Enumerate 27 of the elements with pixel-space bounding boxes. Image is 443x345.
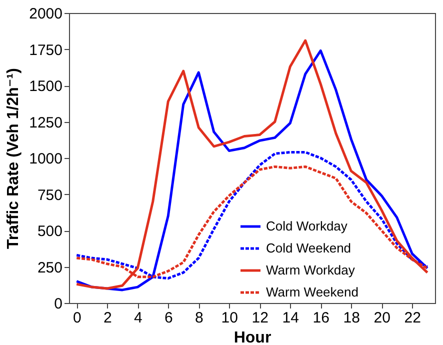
legend-label: Warm Weekend (266, 284, 358, 300)
y-tick-label: 1000 (29, 150, 62, 168)
y-tick-label: 2000 (29, 6, 62, 22)
x-tick-label: 18 (343, 310, 360, 326)
y-tick-label: 0 (54, 296, 62, 312)
x-tick-label: 20 (374, 310, 390, 326)
y-tick-label: 750 (37, 186, 62, 204)
x-tick-label: 4 (134, 310, 142, 326)
x-tick-label: 14 (282, 310, 299, 326)
y-tick-label: 1750 (29, 42, 62, 59)
x-axis-title: Hour (234, 330, 272, 345)
y-axis-title: Traffic Rate (Veh 1/2h⁻¹) (5, 68, 22, 249)
y-tick-label: 1500 (29, 78, 62, 95)
y-tick-label: 500 (37, 223, 62, 240)
x-tick-label: 16 (312, 310, 330, 326)
x-tick-label: 22 (404, 310, 421, 326)
y-tick-label: 250 (37, 259, 62, 276)
x-tick-label: 8 (194, 310, 204, 326)
x-tick-label: 12 (252, 310, 268, 326)
legend-label: Cold Workday (266, 218, 348, 234)
x-tick-label: 6 (164, 310, 173, 326)
legend-label: Warm Workday (266, 262, 356, 278)
y-tick-label: 1250 (29, 114, 62, 132)
x-tick-label: 0 (72, 310, 82, 326)
legend-label: Cold Weekend (266, 240, 352, 256)
x-tick-label: 2 (103, 310, 112, 326)
x-tick-label: 10 (221, 310, 238, 326)
